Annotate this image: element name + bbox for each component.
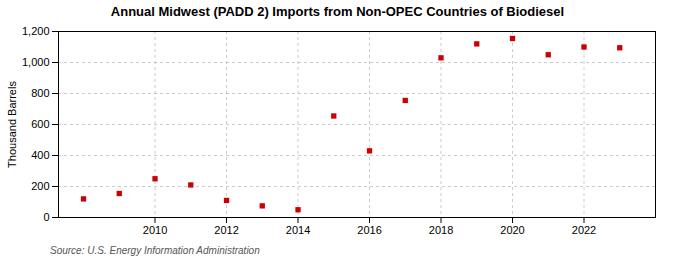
- svg-text:2018: 2018: [429, 224, 453, 236]
- svg-text:2014: 2014: [286, 224, 310, 236]
- svg-text:800: 800: [31, 87, 49, 99]
- svg-text:2022: 2022: [572, 224, 596, 236]
- svg-text:1,200: 1,200: [22, 25, 50, 37]
- svg-text:2012: 2012: [214, 224, 238, 236]
- svg-text:2010: 2010: [143, 224, 167, 236]
- svg-text:2016: 2016: [357, 224, 381, 236]
- svg-text:1,000: 1,000: [22, 56, 50, 68]
- svg-text:2020: 2020: [500, 224, 524, 236]
- svg-text:200: 200: [31, 180, 49, 192]
- svg-text:Thousand Barrels: Thousand Barrels: [6, 81, 18, 168]
- svg-text:0: 0: [43, 211, 49, 223]
- svg-text:600: 600: [31, 118, 49, 130]
- html-text:Source: U.S. Energy Informatio: Source: U.S. Energy Information Administ…: [50, 245, 260, 256]
- html-text:Annual Midwest (PADD 2) Import: Annual Midwest (PADD 2) Imports from Non…: [110, 4, 565, 19]
- svg-text:400: 400: [31, 149, 49, 161]
